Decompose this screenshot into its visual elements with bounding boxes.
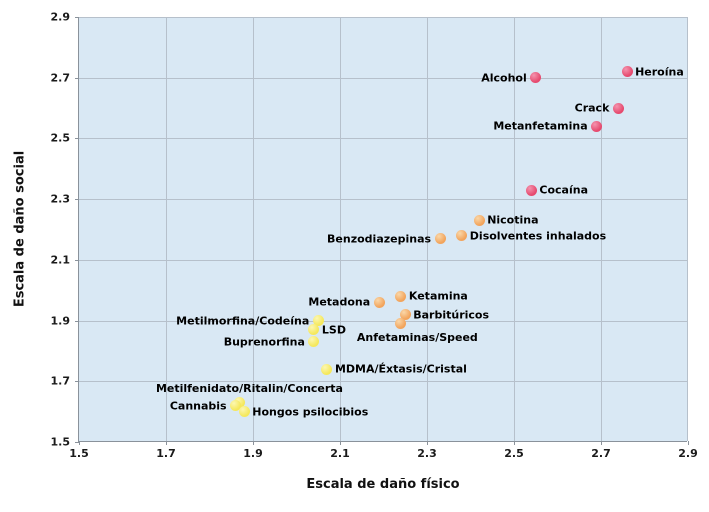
point-label-heroina: Heroína — [635, 65, 684, 79]
point-label-metanfetamina: Metanfetamina — [493, 119, 588, 133]
x-tick-mark — [427, 441, 428, 445]
data-point-anfetaminas-speed — [395, 318, 407, 330]
x-tick-label: 2.9 — [678, 447, 698, 460]
gridline-vertical — [253, 17, 254, 441]
point-label-benzodiazepinas: Benzodiazepinas — [327, 232, 432, 246]
gridline-vertical — [166, 17, 167, 441]
x-tick-label: 2.3 — [417, 447, 437, 460]
point-label-alcohol: Alcohol — [481, 71, 527, 85]
point-label-nicotina: Nicotina — [487, 213, 539, 227]
point-label-ketamina: Ketamina — [408, 289, 468, 303]
gridline-horizontal — [79, 138, 687, 140]
x-tick-mark — [253, 441, 254, 445]
gridline-vertical — [340, 17, 341, 441]
x-tick-label: 1.5 — [69, 447, 89, 460]
gridline-horizontal — [79, 199, 687, 201]
y-tick-mark — [75, 17, 79, 18]
plot-area: 1.5 1.7 1.9 2.1 2.3 2.5 2.7 2.9 2.9 2.7 2.5 2.3 2.1 1… — [51, 11, 698, 461]
data-point-heroina — [621, 66, 633, 78]
point-label-hongos-psilocibios: Hongos psilocibios — [252, 405, 369, 419]
data-point-metanfetamina — [591, 120, 603, 132]
y-tick-label: 2.9 — [50, 10, 71, 24]
point-label-metadona: Metadona — [308, 295, 371, 309]
x-tick-mark — [688, 441, 689, 445]
y-tick-label: 2.1 — [50, 253, 71, 267]
data-point-cannabis — [230, 400, 242, 412]
point-label-crack: Crack — [574, 101, 610, 115]
gridline-horizontal — [79, 320, 687, 322]
y-tick-label: 2.3 — [50, 192, 71, 206]
data-point-lsd — [308, 324, 320, 336]
y-tick-mark — [75, 138, 79, 140]
x-tick-mark — [514, 441, 515, 445]
gridline-vertical — [601, 17, 602, 441]
y-tick-label: 1.5 — [50, 435, 71, 449]
x-axis-title: Escala de daño físico — [306, 477, 460, 492]
point-label-anfetaminas-speed: Anfetaminas/Speed — [356, 330, 478, 344]
point-label-disolventes-inhalados: Disolventes inhalados — [469, 229, 607, 243]
data-point-metadona — [373, 296, 385, 308]
data-point-buprenorfina — [308, 336, 320, 348]
y-tick-label: 1.7 — [50, 374, 71, 388]
data-point-barbituricos — [399, 309, 411, 320]
x-tick-mark — [166, 441, 167, 445]
point-label-mdma-extasis-cristal: MDMA/Éxtasis/Cristal — [334, 362, 467, 376]
point-label-barbituricos: Barbitúricos — [413, 308, 490, 321]
point-label-buprenorfina: Buprenorfina — [223, 335, 305, 349]
point-label-cocaina: Cocaína — [539, 183, 588, 197]
data-point-alcohol — [530, 72, 542, 84]
y-tick-mark — [75, 77, 79, 79]
gridline-vertical — [514, 17, 515, 441]
x-tick-label: 2.7 — [591, 447, 611, 460]
data-point-disolventes-inhalados — [456, 230, 468, 242]
y-tick-mark — [75, 442, 79, 443]
y-tick-mark — [75, 320, 79, 322]
point-label-cannabis: Cannabis — [169, 399, 227, 413]
x-tick-label: 1.7 — [156, 447, 176, 460]
gridline-vertical — [427, 17, 428, 441]
gridline-horizontal — [79, 77, 687, 79]
x-tick-mark — [340, 441, 341, 445]
data-point-metilmorfina-codeina — [312, 315, 324, 327]
y-tick-mark — [75, 259, 79, 261]
y-tick-label: 2.5 — [50, 131, 71, 145]
point-label-lsd: LSD — [321, 323, 346, 337]
x-tick-mark — [79, 441, 80, 445]
gridline-horizontal — [79, 17, 687, 18]
y-tick-mark — [75, 199, 79, 201]
x-tick-label: 2.1 — [330, 447, 350, 460]
point-label-metilmorfina-codeina: Metilmorfina/Codeína — [176, 314, 310, 328]
data-point-cocaina — [525, 184, 537, 196]
gridline-horizontal — [79, 259, 687, 261]
y-tick-mark — [75, 381, 79, 383]
gridline-horizontal — [79, 381, 687, 383]
data-point-nicotina — [473, 214, 485, 226]
gridline-vertical — [687, 17, 688, 441]
data-point-ketamina — [395, 290, 407, 302]
point-label-metilfenidato-ritalin-concerta: Metilfenidato/Ritalin/Concerta — [155, 381, 343, 395]
y-axis-title: Escala de daño social — [12, 150, 28, 308]
y-tick-label: 2.7 — [50, 71, 71, 85]
x-tick-label: 1.9 — [243, 447, 263, 460]
data-point-hongos-psilocibios — [238, 406, 250, 418]
data-point-mdma-extasis-cristal — [321, 363, 333, 375]
data-point-crack — [612, 102, 624, 114]
x-tick-label: 2.5 — [504, 447, 524, 460]
y-tick-label: 1.9 — [50, 314, 71, 328]
data-point-benzodiazepinas — [434, 233, 446, 245]
x-tick-mark — [601, 441, 602, 445]
